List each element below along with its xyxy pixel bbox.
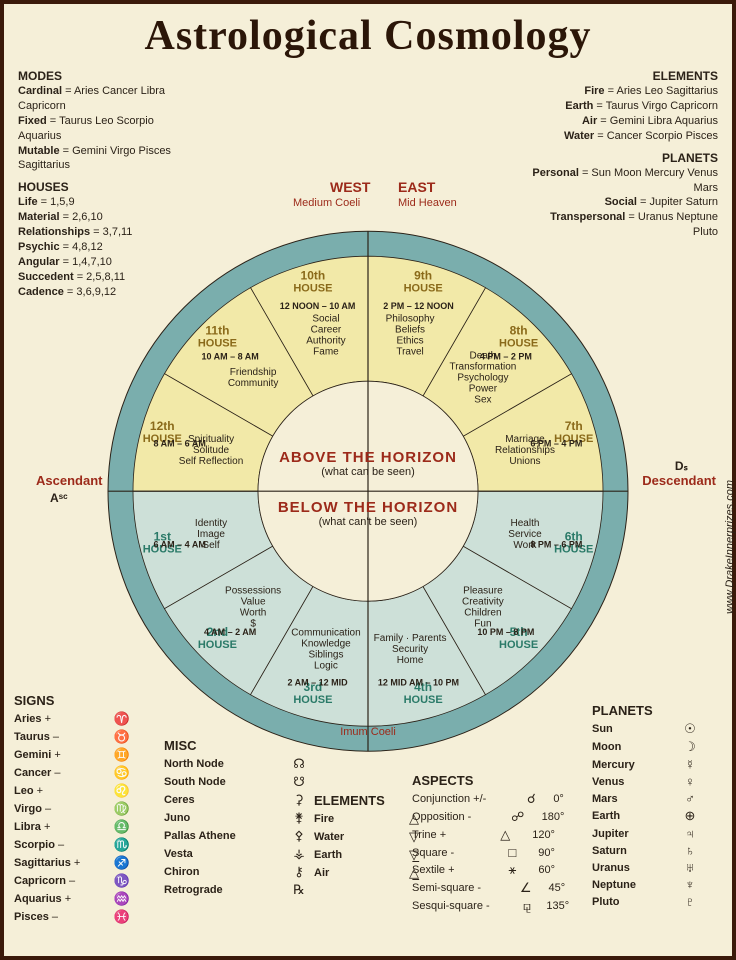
- svg-text:Death: Death: [470, 350, 497, 361]
- svg-text:Community: Community: [228, 378, 279, 389]
- svg-text:Philosophy: Philosophy: [386, 314, 435, 325]
- svg-text:2 AM – 12 MID: 2 AM – 12 MID: [287, 678, 348, 688]
- svg-text:HOUSE: HOUSE: [198, 338, 237, 350]
- west-label: WEST: [330, 179, 370, 195]
- svg-text:Career: Career: [311, 325, 342, 336]
- svg-text:Power: Power: [469, 383, 498, 394]
- ascendant-symbol: Aˢᶜ: [50, 491, 68, 505]
- svg-text:10th: 10th: [301, 269, 326, 283]
- page-title: Astrological Cosmology: [4, 4, 732, 64]
- below-horizon-text: BELOW THE HORIZON (what can't be seen): [278, 499, 458, 528]
- above-horizon-text: ABOVE THE HORIZON (what can be seen): [279, 449, 457, 478]
- svg-text:Image: Image: [197, 529, 225, 540]
- svg-text:Fun: Fun: [474, 619, 491, 630]
- svg-text:12th: 12th: [150, 419, 175, 433]
- svg-text:Service: Service: [508, 529, 542, 540]
- elements-table: ELEMENTSFire△Water▽Earth▽̲Air△̲: [314, 793, 424, 881]
- elements-and-planets-block: ELEMENTSFire = Aries Leo SagittariusEart…: [528, 66, 718, 240]
- reference-tables: SIGNSAries +♈Taurus –♉Gemini +♊Cancer –♋…: [14, 693, 722, 948]
- svg-text:Relationships: Relationships: [495, 445, 555, 456]
- svg-text:Marriage: Marriage: [505, 434, 545, 445]
- svg-text:4 AM – 2 AM: 4 AM – 2 AM: [204, 627, 256, 637]
- svg-text:Authority: Authority: [306, 336, 345, 347]
- svg-text:Possessions: Possessions: [225, 586, 281, 597]
- svg-text:7th: 7th: [565, 419, 583, 433]
- source-url: www.DrakeInnerprizes.com: [724, 480, 736, 614]
- planets-table: PLANETSSun☉Moon☽Mercury☿Venus♀Mars♂Earth…: [592, 703, 722, 909]
- svg-text:Spirituality: Spirituality: [188, 434, 234, 445]
- svg-text:Solitude: Solitude: [193, 445, 230, 456]
- svg-text:Work: Work: [513, 540, 537, 551]
- descendant-label: Descendant: [642, 473, 716, 488]
- svg-text:Social: Social: [312, 314, 339, 325]
- svg-text:Self Reflection: Self Reflection: [179, 456, 243, 467]
- descendant-symbol: Dₛ: [675, 459, 688, 473]
- svg-text:8th: 8th: [510, 324, 528, 338]
- svg-text:Creativity: Creativity: [462, 597, 504, 608]
- svg-text:Unions: Unions: [509, 456, 540, 467]
- svg-text:9th: 9th: [414, 269, 432, 283]
- svg-text:Ethics: Ethics: [396, 336, 423, 347]
- ascendant-label: Ascendant: [36, 473, 102, 488]
- svg-text:Identity: Identity: [195, 518, 227, 529]
- svg-text:Knowledge: Knowledge: [301, 639, 351, 650]
- mid-heaven-label: Mid Heaven: [398, 197, 457, 209]
- svg-text:Home: Home: [397, 655, 424, 666]
- medium-coeli-label: Medium Coeli: [293, 197, 360, 209]
- svg-text:6 AM – 4 AM: 6 AM – 4 AM: [153, 540, 205, 550]
- signs-table: SIGNSAries +♈Taurus –♉Gemini +♊Cancer –♋…: [14, 693, 154, 925]
- svg-text:Pleasure: Pleasure: [463, 586, 503, 597]
- svg-text:12 MID AM – 10 PM: 12 MID AM – 10 PM: [378, 678, 459, 688]
- wheel-chart: WEST EAST Medium Coeli Mid Heaven Ascend…: [98, 221, 638, 761]
- svg-text:Transformation: Transformation: [449, 361, 516, 372]
- svg-text:Worth: Worth: [240, 608, 267, 619]
- svg-text:Travel: Travel: [396, 347, 423, 358]
- svg-text:Siblings: Siblings: [308, 650, 343, 661]
- svg-text:Value: Value: [241, 597, 266, 608]
- svg-text:HOUSE: HOUSE: [198, 639, 237, 651]
- svg-text:Children: Children: [464, 608, 501, 619]
- svg-text:Fame: Fame: [313, 347, 339, 358]
- svg-text:12 NOON – 10 AM: 12 NOON – 10 AM: [280, 301, 356, 311]
- aspects-table: ASPECTSConjunction +/-☌0°Opposition -☍18…: [412, 773, 587, 914]
- svg-text:Sex: Sex: [474, 394, 491, 405]
- svg-text:HOUSE: HOUSE: [293, 283, 332, 295]
- misc-table: MISCNorth Node☊South Node☋Ceres⚳Juno⚵Pal…: [164, 738, 309, 898]
- svg-text:Communication: Communication: [291, 628, 360, 639]
- svg-text:Logic: Logic: [314, 661, 338, 672]
- svg-text:Security: Security: [392, 644, 428, 655]
- svg-text:Beliefs: Beliefs: [395, 325, 425, 336]
- svg-text:10 AM – 8 AM: 10 AM – 8 AM: [201, 351, 258, 361]
- svg-text:Health: Health: [511, 518, 540, 529]
- svg-text:HOUSE: HOUSE: [404, 283, 443, 295]
- svg-text:2 PM – 12 NOON: 2 PM – 12 NOON: [383, 301, 454, 311]
- svg-text:Friendship: Friendship: [230, 367, 277, 378]
- svg-text:11th: 11th: [205, 324, 229, 338]
- svg-text:Self: Self: [202, 540, 219, 551]
- svg-text:8 PM – 6 PM: 8 PM – 6 PM: [530, 540, 582, 550]
- wheel-svg: 1stHOUSE6 AM – 4 AMIdentityImageSelf2ndH…: [98, 221, 638, 761]
- east-label: EAST: [398, 179, 435, 195]
- svg-text:Psychology: Psychology: [457, 372, 508, 383]
- svg-text:HOUSE: HOUSE: [499, 639, 538, 651]
- svg-text:Family · Parents: Family · Parents: [374, 633, 447, 644]
- svg-text:$: $: [250, 619, 256, 630]
- svg-text:HOUSE: HOUSE: [499, 338, 538, 350]
